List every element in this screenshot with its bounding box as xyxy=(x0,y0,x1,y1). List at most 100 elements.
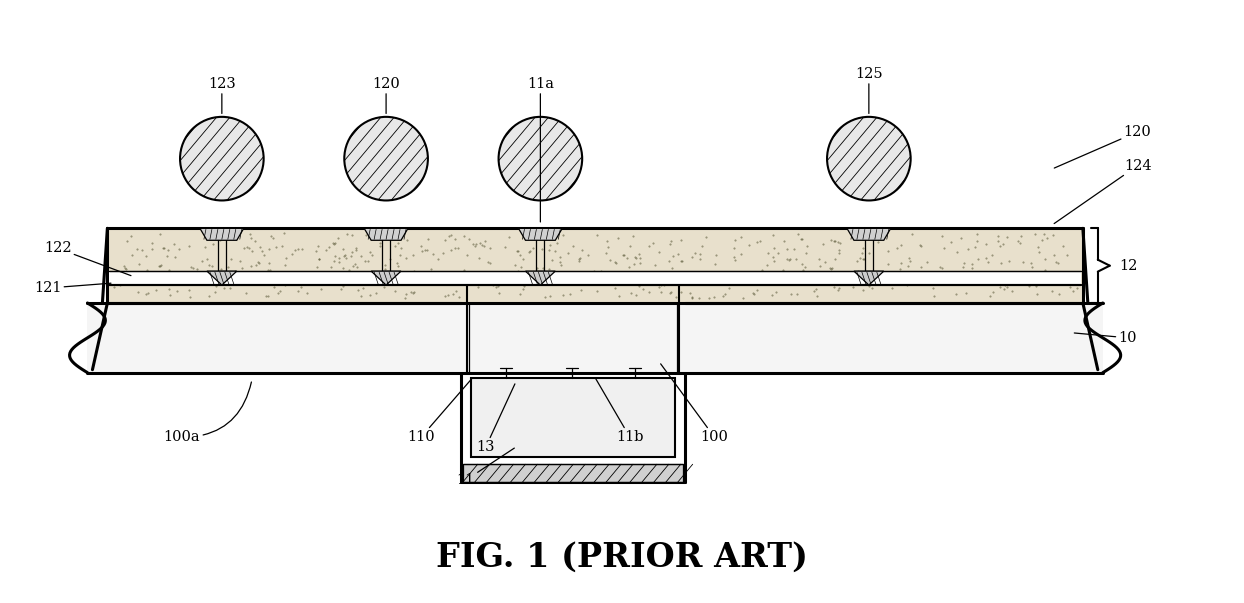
Point xyxy=(958,245,978,254)
Point xyxy=(725,235,745,245)
Point xyxy=(331,274,351,283)
Point xyxy=(114,261,134,271)
Point xyxy=(778,245,797,254)
Point xyxy=(321,262,341,272)
Text: 120: 120 xyxy=(1054,125,1152,168)
Point xyxy=(620,262,639,272)
Point xyxy=(532,245,552,254)
Point xyxy=(852,254,872,264)
Text: 120: 120 xyxy=(372,77,401,113)
Point xyxy=(911,262,931,272)
Point xyxy=(897,280,917,290)
Point xyxy=(204,239,224,248)
Point xyxy=(464,239,484,249)
Point xyxy=(682,252,702,262)
Point xyxy=(468,270,488,280)
Point xyxy=(564,241,583,251)
Point xyxy=(621,242,641,251)
Circle shape xyxy=(180,117,264,200)
Point xyxy=(388,262,408,271)
Point xyxy=(557,248,577,258)
Point xyxy=(898,253,918,263)
Point xyxy=(336,253,356,263)
Point xyxy=(743,288,763,298)
Point xyxy=(202,276,221,286)
Point xyxy=(637,277,657,287)
Point xyxy=(1056,268,1076,278)
Point xyxy=(210,235,230,245)
Point xyxy=(679,288,699,298)
Point xyxy=(623,232,643,241)
Point xyxy=(1025,229,1045,239)
Point xyxy=(954,259,974,268)
Point xyxy=(1044,230,1064,239)
Point xyxy=(137,265,157,274)
Point xyxy=(371,232,391,241)
Point xyxy=(750,236,770,246)
Point xyxy=(526,264,546,273)
Point xyxy=(326,238,346,247)
Point xyxy=(709,277,729,287)
Point xyxy=(417,280,437,289)
Point xyxy=(593,270,613,280)
Point xyxy=(466,239,486,248)
Point xyxy=(138,268,158,277)
Point xyxy=(1049,289,1069,298)
Point xyxy=(739,270,759,279)
Point xyxy=(917,257,937,267)
Point xyxy=(945,289,965,299)
Point xyxy=(411,241,430,251)
Point xyxy=(852,243,872,253)
Circle shape xyxy=(499,117,582,200)
Point xyxy=(1045,250,1065,260)
Point xyxy=(671,235,690,245)
Point xyxy=(180,262,200,271)
Point xyxy=(821,264,841,273)
Point xyxy=(1021,258,1041,268)
Point xyxy=(705,259,725,269)
Point xyxy=(825,236,845,246)
Point xyxy=(567,270,587,279)
Point xyxy=(357,256,377,265)
Point xyxy=(687,276,707,286)
Point xyxy=(830,245,850,255)
Point xyxy=(990,282,1010,291)
Point xyxy=(680,277,700,287)
Text: 13: 13 xyxy=(476,384,515,454)
Point xyxy=(858,281,878,291)
Point xyxy=(122,250,142,260)
Point xyxy=(351,267,371,277)
Point xyxy=(318,242,338,251)
Point xyxy=(911,242,931,251)
Point xyxy=(276,253,296,263)
Point xyxy=(496,272,516,282)
Point xyxy=(127,244,147,253)
Point xyxy=(968,236,988,245)
Point xyxy=(241,233,261,242)
Point xyxy=(931,262,950,272)
Point xyxy=(1033,268,1052,278)
Point xyxy=(330,253,350,263)
Point xyxy=(433,248,453,257)
Point xyxy=(814,239,833,249)
Point xyxy=(792,265,812,275)
Point xyxy=(821,235,841,245)
Point xyxy=(386,286,406,296)
Point xyxy=(414,273,434,282)
Point xyxy=(748,238,768,247)
Point xyxy=(780,254,800,264)
Point xyxy=(381,254,401,264)
Point xyxy=(438,291,458,300)
Point xyxy=(443,289,463,299)
Point xyxy=(659,256,679,266)
Point xyxy=(240,229,260,239)
Point xyxy=(759,248,779,258)
Point xyxy=(689,293,709,303)
Point xyxy=(532,263,552,273)
Point xyxy=(179,292,199,302)
Point xyxy=(373,268,393,278)
Point xyxy=(829,283,848,293)
Point xyxy=(763,230,782,240)
Point xyxy=(1035,254,1055,264)
Point xyxy=(220,283,240,292)
